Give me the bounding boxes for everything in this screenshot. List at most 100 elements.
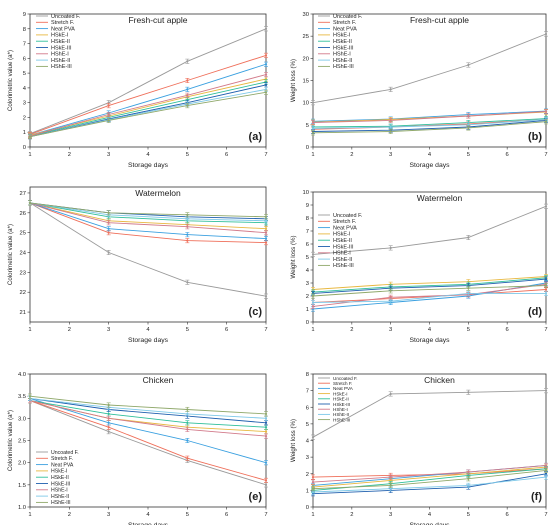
data-point bbox=[186, 94, 189, 97]
data-point bbox=[186, 60, 189, 63]
y-tick-label: 1 bbox=[23, 130, 26, 136]
data-point bbox=[107, 211, 110, 214]
x-tick-label: 3 bbox=[389, 512, 392, 518]
data-point bbox=[28, 135, 32, 138]
chart-legend: Uncoated F.Stretch F.Neat PVAHSkE-IHSkE-… bbox=[36, 450, 79, 506]
data-point bbox=[467, 391, 470, 394]
chart-panel-5: Chicken12345671.01.52.02.53.03.54.0Stora… bbox=[7, 372, 268, 529]
series-line bbox=[29, 395, 267, 415]
series-line bbox=[29, 397, 267, 424]
y-tick-label: 8 bbox=[23, 27, 26, 33]
y-tick-label: 21 bbox=[20, 310, 26, 316]
x-tick-label: 3 bbox=[107, 512, 110, 518]
x-tick-label: 2 bbox=[68, 512, 71, 518]
data-point bbox=[389, 296, 392, 299]
data-point bbox=[311, 253, 315, 256]
x-tick-label: 7 bbox=[544, 327, 547, 333]
data-point bbox=[264, 417, 268, 420]
y-tick-label: 3.5 bbox=[18, 394, 26, 400]
y-tick-label: 0 bbox=[23, 145, 26, 151]
series-line bbox=[29, 397, 267, 464]
y-tick-label: 15 bbox=[303, 79, 309, 85]
series-line bbox=[312, 464, 547, 483]
x-tick-label: 5 bbox=[186, 327, 189, 333]
chart-panel-2: Fresh-cut apple 1 2 3 4 5 6 7 0 5 10 15 20 25 30 Storag… bbox=[290, 12, 548, 169]
series-line bbox=[312, 119, 547, 129]
legend-entry: HShE-III bbox=[333, 417, 350, 422]
x-tick-label: 6 bbox=[506, 512, 509, 518]
data-point bbox=[544, 110, 548, 113]
y-tick-label: 10 bbox=[303, 101, 309, 107]
data-point bbox=[311, 301, 315, 304]
data-point bbox=[311, 480, 315, 484]
x-axis-label: Storage days bbox=[128, 162, 169, 169]
legend-entry: HSkE-II bbox=[333, 397, 349, 402]
series-line bbox=[29, 202, 267, 222]
legend-entry: Neat PVA bbox=[51, 26, 75, 32]
x-tick-label: 2 bbox=[350, 152, 353, 158]
x-tick-label: 2 bbox=[350, 327, 353, 333]
legend-entry: HSkE-I bbox=[51, 469, 67, 475]
y-axis-label: Weight loss (%) bbox=[290, 419, 297, 462]
data-point bbox=[264, 91, 268, 94]
series-line bbox=[312, 469, 547, 490]
data-point bbox=[467, 484, 470, 487]
x-tick-label: 4 bbox=[428, 327, 432, 333]
y-tick-label: 5 bbox=[306, 422, 309, 428]
y-tick-label: 7 bbox=[23, 42, 26, 48]
chart-title: Watermelon bbox=[135, 188, 181, 198]
data-point bbox=[389, 246, 392, 249]
x-tick-label: 2 bbox=[68, 152, 71, 158]
data-point bbox=[264, 426, 268, 429]
data-point bbox=[389, 487, 392, 490]
legend-entry: HShE-II bbox=[333, 412, 349, 417]
y-tick-label: 6 bbox=[306, 242, 309, 248]
data-point bbox=[389, 479, 392, 482]
data-point bbox=[544, 389, 548, 392]
legend-entry: HSkE-I bbox=[51, 33, 69, 39]
data-point bbox=[544, 288, 548, 291]
x-tick-label: 1 bbox=[311, 152, 314, 158]
data-point bbox=[467, 292, 470, 295]
data-point bbox=[107, 221, 110, 224]
data-point bbox=[107, 412, 110, 415]
data-point bbox=[264, 421, 268, 424]
y-tick-label: 6 bbox=[306, 405, 309, 411]
legend-entry: HShE-III bbox=[333, 64, 354, 70]
series-line bbox=[29, 400, 267, 481]
data-point bbox=[264, 295, 268, 298]
data-point bbox=[389, 130, 392, 133]
legend-entry: HShE-II bbox=[51, 58, 71, 64]
legend-entry: Uncoated F. bbox=[333, 213, 363, 219]
series-line bbox=[312, 278, 547, 294]
data-point bbox=[186, 88, 189, 91]
y-tick-label: 3 bbox=[23, 101, 26, 107]
data-point bbox=[264, 241, 268, 244]
data-point bbox=[264, 227, 268, 230]
legend-entry: Stretch F. bbox=[333, 381, 352, 386]
data-point bbox=[186, 428, 189, 431]
x-axis-label: Storage days bbox=[409, 337, 450, 344]
data-point bbox=[544, 472, 548, 475]
chart-title: Chicken bbox=[143, 375, 174, 385]
data-point bbox=[389, 119, 392, 122]
series-line bbox=[29, 78, 267, 136]
data-point bbox=[311, 305, 315, 308]
data-point bbox=[544, 120, 548, 123]
data-point bbox=[544, 32, 548, 36]
x-tick-label: 6 bbox=[225, 327, 228, 333]
x-tick-label: 4 bbox=[146, 512, 150, 518]
data-point bbox=[311, 294, 315, 298]
y-tick-label: 7 bbox=[306, 229, 309, 235]
y-tick-label: 25 bbox=[303, 34, 309, 40]
data-point bbox=[264, 54, 268, 57]
data-point bbox=[107, 119, 110, 122]
panel-label: (b) bbox=[528, 131, 542, 143]
y-tick-label: 1 bbox=[306, 488, 309, 494]
x-tick-label: 4 bbox=[146, 327, 150, 333]
series-line bbox=[312, 110, 547, 122]
data-point bbox=[264, 434, 268, 438]
data-point bbox=[544, 469, 548, 472]
